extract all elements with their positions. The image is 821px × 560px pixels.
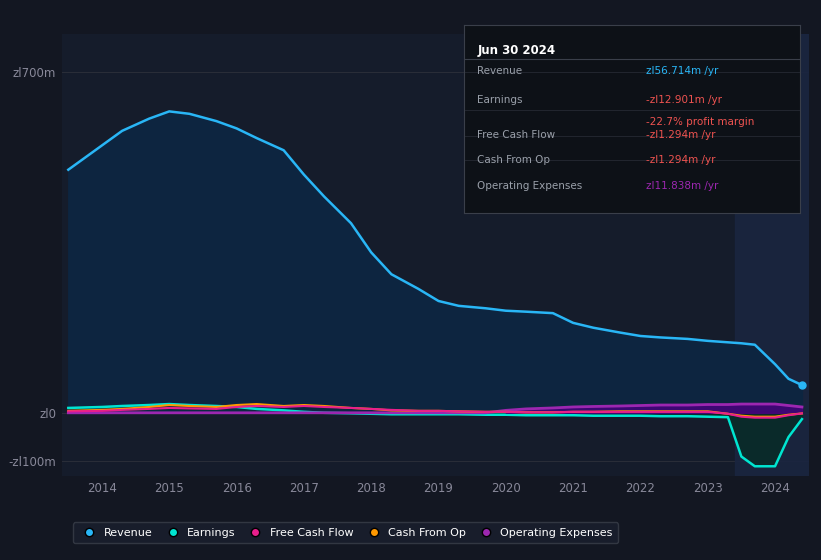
Text: zl11.838m /yr: zl11.838m /yr bbox=[645, 181, 718, 191]
Text: Operating Expenses: Operating Expenses bbox=[477, 181, 583, 191]
Text: -zl12.901m /yr: -zl12.901m /yr bbox=[645, 95, 722, 105]
Text: -zl1.294m /yr: -zl1.294m /yr bbox=[645, 155, 715, 165]
Legend: Revenue, Earnings, Free Cash Flow, Cash From Op, Operating Expenses: Revenue, Earnings, Free Cash Flow, Cash … bbox=[73, 522, 618, 543]
Text: zl56.714m /yr: zl56.714m /yr bbox=[645, 67, 718, 77]
Bar bbox=[735, 34, 809, 476]
Text: Jun 30 2024: Jun 30 2024 bbox=[477, 44, 556, 57]
Text: -22.7% profit margin: -22.7% profit margin bbox=[645, 117, 754, 127]
Text: -zl1.294m /yr: -zl1.294m /yr bbox=[645, 130, 715, 140]
Text: Free Cash Flow: Free Cash Flow bbox=[477, 130, 556, 140]
Text: Earnings: Earnings bbox=[477, 95, 523, 105]
Text: Cash From Op: Cash From Op bbox=[477, 155, 550, 165]
Text: Revenue: Revenue bbox=[477, 67, 522, 77]
